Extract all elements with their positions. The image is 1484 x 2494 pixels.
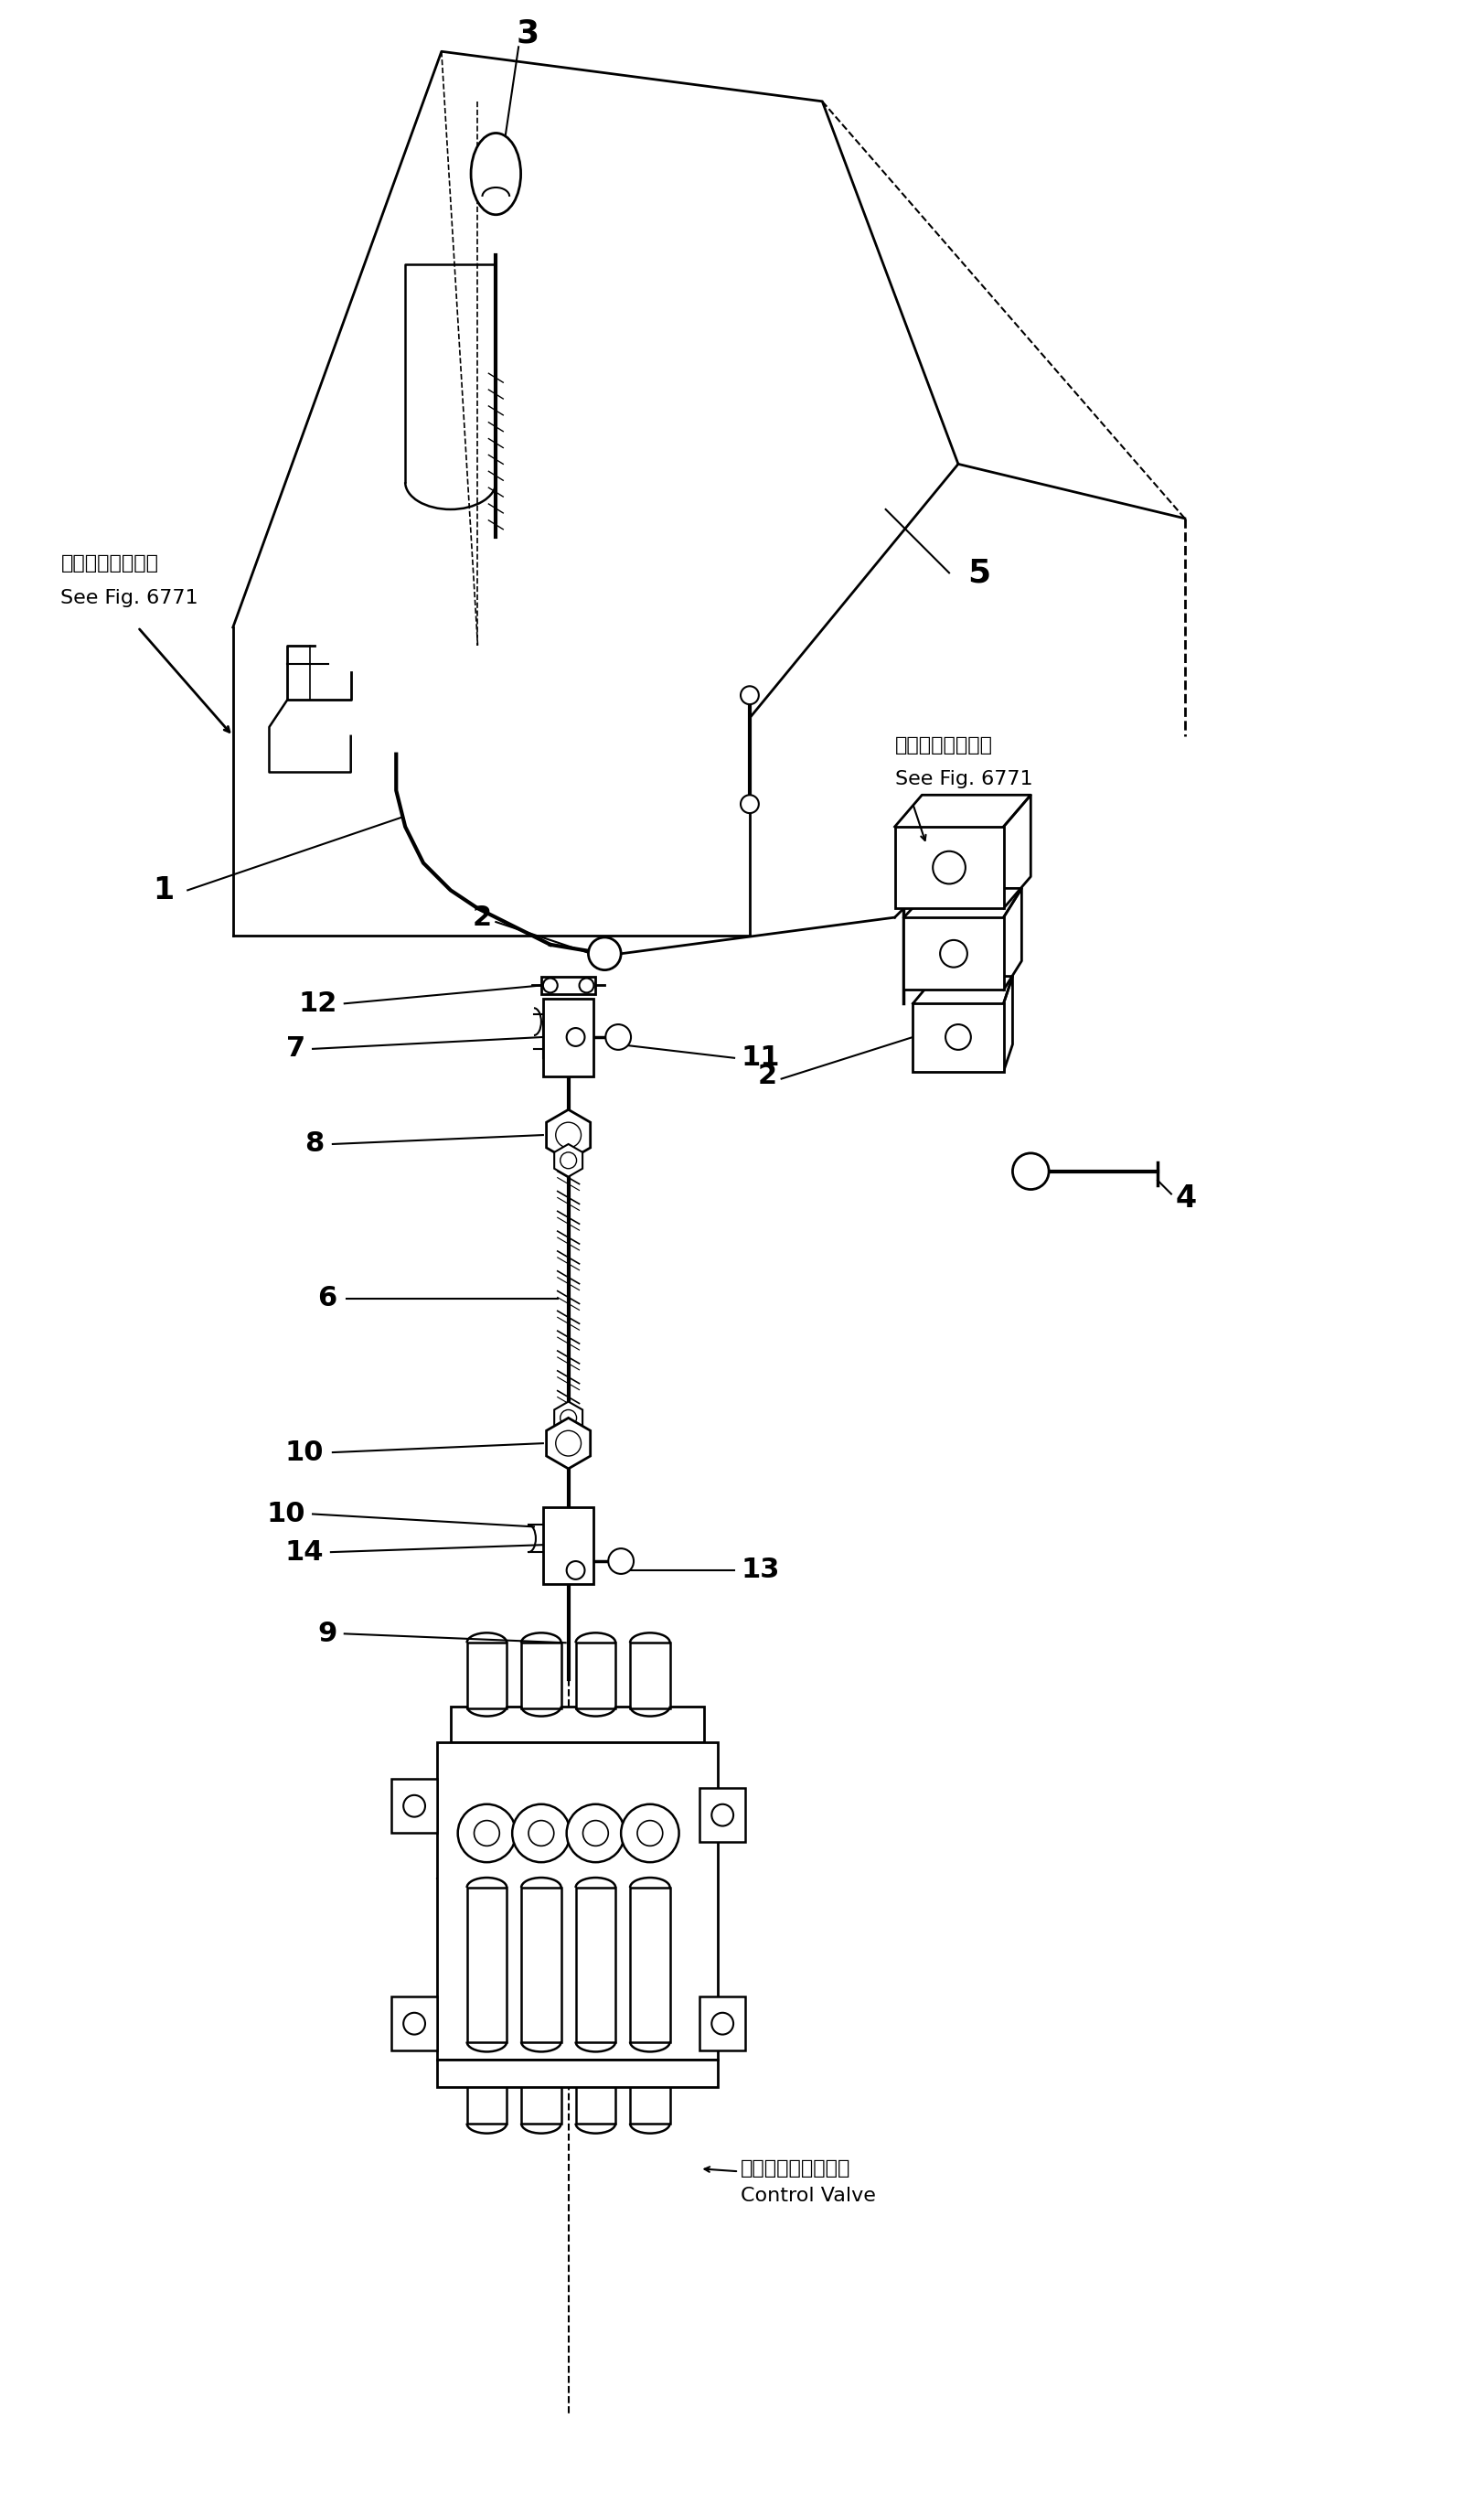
Bar (540, 975, 595, 995)
Circle shape (567, 1803, 625, 1863)
Polygon shape (546, 1419, 591, 1469)
Text: 5: 5 (966, 556, 990, 589)
Circle shape (741, 796, 758, 813)
Text: 第６７７１図参照: 第６７７１図参照 (61, 554, 159, 574)
Circle shape (579, 978, 594, 993)
Bar (521, 2060, 561, 2122)
Text: 2: 2 (472, 905, 491, 930)
Bar (392, 1995, 436, 2050)
Text: See Fig. 6771: See Fig. 6771 (895, 771, 1031, 788)
Bar (895, 826, 1003, 908)
Polygon shape (554, 1145, 582, 1177)
Circle shape (404, 2013, 424, 2035)
Circle shape (605, 1025, 631, 1050)
Circle shape (528, 1821, 554, 1846)
Polygon shape (546, 1110, 591, 1160)
Bar (699, 1995, 745, 2050)
Circle shape (939, 940, 966, 968)
Text: See Fig. 6771: See Fig. 6771 (61, 589, 199, 609)
Text: 7: 7 (286, 1035, 306, 1062)
Circle shape (945, 1025, 971, 1050)
Bar (629, 1888, 669, 2043)
Bar (629, 1644, 669, 1708)
Text: 10: 10 (267, 1501, 306, 1526)
Text: 11: 11 (741, 1045, 779, 1072)
Bar (521, 1644, 561, 1708)
Circle shape (404, 1796, 424, 1818)
Bar (913, 1003, 1003, 1072)
Bar (521, 1888, 561, 2043)
Bar (466, 2060, 506, 2122)
Text: 10: 10 (285, 1439, 324, 1466)
Text: 13: 13 (741, 1556, 779, 1584)
Circle shape (588, 938, 620, 970)
Bar (466, 1644, 506, 1708)
Circle shape (711, 2013, 733, 2035)
Bar (699, 1788, 745, 1843)
Bar (436, 1743, 718, 2060)
Circle shape (559, 1152, 576, 1170)
Text: 2: 2 (757, 1062, 776, 1090)
Text: 12: 12 (298, 990, 337, 1018)
Bar (543, 1506, 594, 1584)
Circle shape (608, 1549, 634, 1574)
Polygon shape (554, 1402, 582, 1434)
Circle shape (555, 1122, 580, 1147)
Circle shape (711, 1803, 733, 1826)
Circle shape (512, 1803, 570, 1863)
Circle shape (567, 1561, 585, 1579)
Text: 8: 8 (304, 1130, 324, 1157)
Text: 3: 3 (516, 17, 539, 50)
Circle shape (583, 1821, 608, 1846)
Text: 6: 6 (318, 1284, 337, 1312)
Circle shape (1012, 1152, 1048, 1190)
Text: 4: 4 (1175, 1182, 1196, 1215)
Bar (392, 1778, 436, 1833)
Bar (576, 2060, 616, 2122)
Bar (904, 918, 1003, 990)
Circle shape (637, 1821, 662, 1846)
Circle shape (567, 1028, 585, 1045)
Bar (436, 2060, 718, 2087)
Bar (629, 2060, 669, 2122)
Text: コントロールバルブ: コントロールバルブ (741, 2160, 850, 2177)
Circle shape (559, 1409, 576, 1427)
Circle shape (543, 978, 556, 993)
Text: 第６７７１図参照: 第６７７１図参照 (895, 736, 991, 753)
Text: 14: 14 (285, 1539, 324, 1566)
Bar (543, 1000, 594, 1075)
Text: Control Valve: Control Valve (741, 2187, 876, 2205)
Circle shape (741, 686, 758, 703)
Bar (450, 1706, 703, 1743)
Circle shape (555, 1432, 580, 1456)
Text: 9: 9 (318, 1621, 337, 1646)
Circle shape (620, 1803, 678, 1863)
Circle shape (473, 1821, 499, 1846)
Circle shape (457, 1803, 515, 1863)
Circle shape (932, 850, 965, 883)
Bar (576, 1888, 616, 2043)
Text: 1: 1 (153, 875, 174, 905)
Ellipse shape (470, 132, 521, 214)
Bar (466, 1888, 506, 2043)
Bar (576, 1644, 616, 1708)
